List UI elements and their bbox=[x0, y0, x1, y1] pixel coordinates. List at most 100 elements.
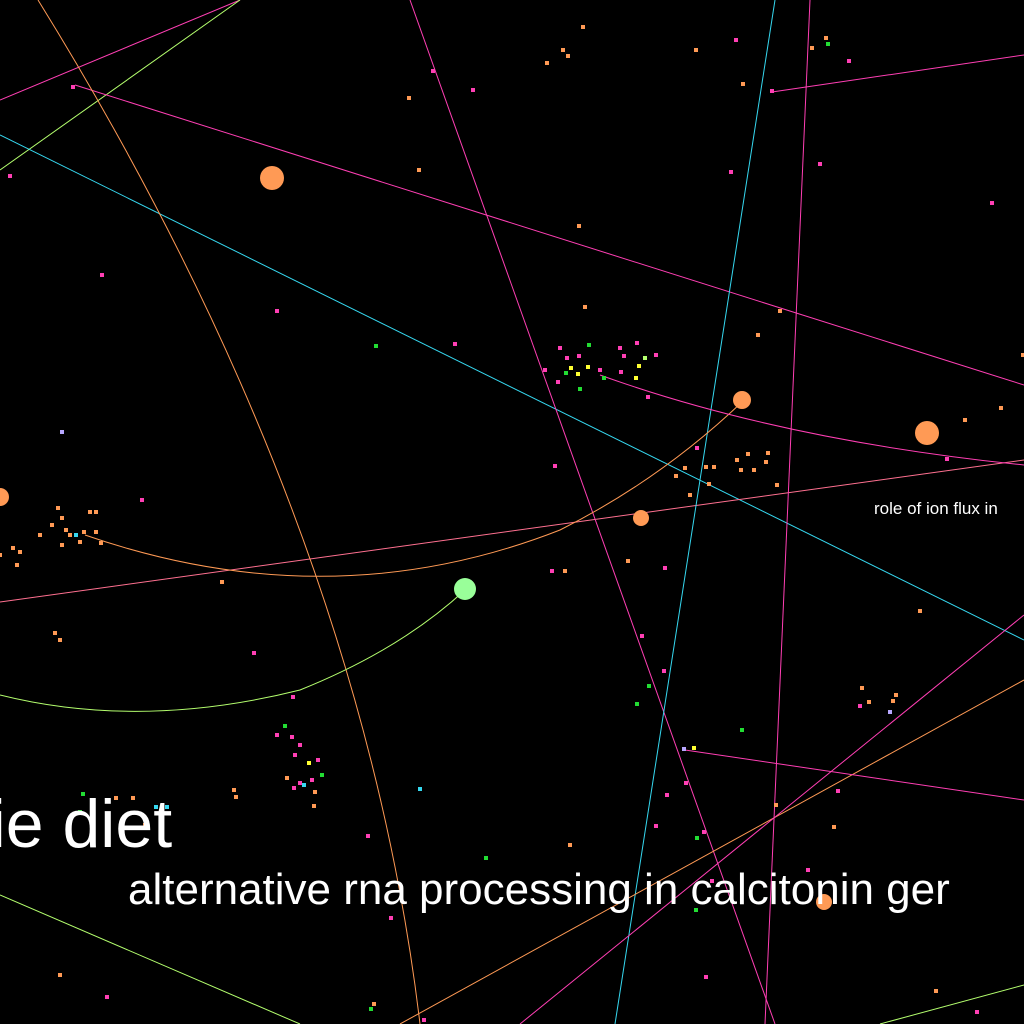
node-dot-123 bbox=[283, 724, 287, 728]
node-dot-139 bbox=[418, 787, 422, 791]
node-dot-55 bbox=[746, 452, 750, 456]
node-dot-10 bbox=[741, 82, 745, 86]
node-dot-120 bbox=[710, 879, 714, 883]
node-dot-97 bbox=[58, 638, 62, 642]
node-dot-96 bbox=[53, 631, 57, 635]
node-dot-73 bbox=[60, 516, 64, 520]
node-dot-126 bbox=[298, 743, 302, 747]
node-dot-74 bbox=[88, 510, 92, 514]
node-dot-122 bbox=[291, 695, 295, 699]
node-dot-113 bbox=[665, 793, 669, 797]
node-dot-63 bbox=[683, 466, 687, 470]
node-dot-23 bbox=[275, 309, 279, 313]
node-dot-118 bbox=[702, 830, 706, 834]
node-dot-16 bbox=[8, 174, 12, 178]
node-dot-65 bbox=[707, 482, 711, 486]
node-dot-27 bbox=[374, 344, 378, 348]
node-dot-135 bbox=[313, 790, 317, 794]
node-dot-54 bbox=[695, 446, 699, 450]
node-dot-2 bbox=[566, 54, 570, 58]
edge-0 bbox=[0, 0, 241, 101]
hub-node-2 bbox=[915, 421, 939, 445]
node-dot-18 bbox=[729, 170, 733, 174]
node-dot-109 bbox=[888, 710, 892, 714]
node-dot-129 bbox=[316, 758, 320, 762]
node-dot-128 bbox=[307, 761, 311, 765]
node-dot-68 bbox=[553, 464, 557, 468]
node-dot-94 bbox=[663, 566, 667, 570]
node-dot-38 bbox=[569, 366, 573, 370]
node-dot-86 bbox=[11, 546, 15, 550]
node-dot-103 bbox=[740, 728, 744, 732]
node-dot-154 bbox=[58, 973, 62, 977]
node-dot-130 bbox=[320, 773, 324, 777]
node-dot-141 bbox=[81, 792, 85, 796]
node-dot-144 bbox=[154, 805, 158, 809]
node-dot-146 bbox=[78, 810, 82, 814]
node-dot-56 bbox=[766, 451, 770, 455]
node-dot-66 bbox=[688, 493, 692, 497]
edge-4 bbox=[0, 459, 1024, 603]
node-dot-152 bbox=[389, 916, 393, 920]
node-dot-64 bbox=[674, 474, 678, 478]
node-dot-145 bbox=[165, 805, 169, 809]
node-dot-9 bbox=[847, 59, 851, 63]
node-dot-153 bbox=[704, 975, 708, 979]
node-dot-75 bbox=[94, 510, 98, 514]
node-dot-136 bbox=[285, 776, 289, 780]
node-dot-67 bbox=[775, 483, 779, 487]
node-dot-47 bbox=[634, 376, 638, 380]
edge-7 bbox=[764, 0, 811, 1024]
node-dot-28 bbox=[453, 342, 457, 346]
node-dot-149 bbox=[568, 843, 572, 847]
node-dot-77 bbox=[64, 528, 68, 532]
node-dot-110 bbox=[682, 747, 686, 751]
node-dot-160 bbox=[422, 1018, 426, 1022]
node-dot-50 bbox=[646, 395, 650, 399]
node-dot-26 bbox=[756, 333, 760, 337]
node-dot-13 bbox=[407, 96, 411, 100]
node-dot-134 bbox=[302, 783, 306, 787]
node-dot-156 bbox=[934, 989, 938, 993]
node-dot-46 bbox=[637, 364, 641, 368]
node-dot-117 bbox=[832, 825, 836, 829]
node-dot-88 bbox=[0, 553, 2, 557]
node-dot-0 bbox=[581, 25, 585, 29]
edge-2 bbox=[0, 134, 1024, 641]
node-dot-159 bbox=[975, 1010, 979, 1014]
node-dot-51 bbox=[999, 406, 1003, 410]
node-dot-48 bbox=[619, 370, 623, 374]
hub-node-4 bbox=[454, 578, 476, 600]
node-dot-83 bbox=[60, 543, 64, 547]
node-dot-34 bbox=[635, 341, 639, 345]
node-dot-8 bbox=[826, 42, 830, 46]
node-dot-116 bbox=[654, 824, 658, 828]
node-dot-115 bbox=[774, 803, 778, 807]
node-dot-148 bbox=[366, 834, 370, 838]
node-dot-7 bbox=[824, 36, 828, 40]
node-dot-19 bbox=[818, 162, 822, 166]
node-dot-42 bbox=[576, 372, 580, 376]
edge-14 bbox=[519, 614, 1024, 1024]
node-dot-93 bbox=[626, 559, 630, 563]
node-dot-5 bbox=[734, 38, 738, 42]
node-dot-17 bbox=[417, 168, 421, 172]
node-dot-155 bbox=[105, 995, 109, 999]
node-dot-53 bbox=[945, 457, 949, 461]
edge-3 bbox=[74, 84, 1024, 386]
node-dot-133 bbox=[292, 786, 296, 790]
node-dot-99 bbox=[640, 634, 644, 638]
node-dot-87 bbox=[18, 550, 22, 554]
node-dot-101 bbox=[647, 684, 651, 688]
node-dot-137 bbox=[232, 788, 236, 792]
node-dot-158 bbox=[369, 1007, 373, 1011]
node-dot-81 bbox=[94, 530, 98, 534]
hub-node-3 bbox=[633, 510, 649, 526]
node-dot-147 bbox=[143, 823, 147, 827]
node-dot-131 bbox=[310, 778, 314, 782]
node-dot-138 bbox=[234, 795, 238, 799]
node-dot-89 bbox=[15, 563, 19, 567]
node-dot-72 bbox=[56, 506, 60, 510]
node-dot-36 bbox=[643, 356, 647, 360]
